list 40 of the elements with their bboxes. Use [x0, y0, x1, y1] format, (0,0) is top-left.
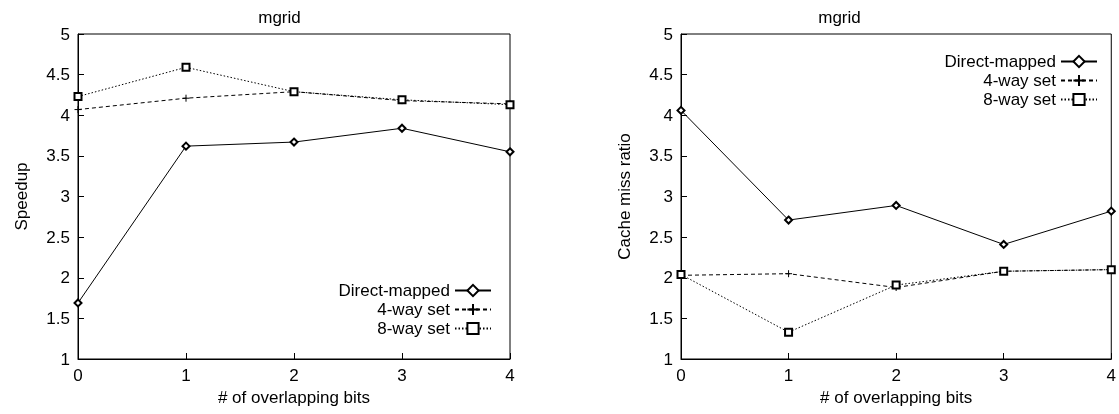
- legend-label: Direct-mapped: [338, 281, 450, 300]
- x-tick-label: 1: [783, 366, 794, 385]
- legend-label: 4-way set: [377, 300, 451, 319]
- y-tick-label: 5: [60, 24, 70, 44]
- x-tick-label: 2: [891, 366, 901, 385]
- y-axis-title: Speedup: [12, 162, 31, 231]
- x-axis-title: # of overlapping bits: [820, 388, 973, 407]
- x-tick-label: 3: [397, 366, 407, 385]
- y-tick-label: 4: [60, 105, 70, 125]
- y-tick-label: 2: [60, 268, 70, 288]
- x-axis-title: # of overlapping bits: [217, 388, 371, 407]
- x-tick-label: 0: [676, 366, 686, 385]
- y-tick-label: 5: [663, 24, 673, 44]
- chart-title: mgrid: [818, 8, 861, 27]
- legend-label: Direct-mapped: [944, 52, 1056, 71]
- y-tick-label: 1.5: [46, 308, 70, 328]
- y-tick-label: 2: [663, 268, 673, 288]
- y-tick-label: 1: [60, 349, 70, 369]
- y-axis-title: Cache miss ratio: [615, 133, 634, 260]
- x-tick-label: 2: [289, 366, 299, 385]
- y-tick-label: 4: [663, 105, 673, 125]
- legend-label: 8-way set: [983, 90, 1057, 109]
- x-tick-label: 3: [998, 366, 1009, 385]
- x-tick-label: 1: [181, 366, 191, 385]
- x-tick-label: 4: [1106, 366, 1117, 385]
- x-tick-label: 0: [73, 366, 83, 385]
- y-tick-label: 1: [663, 349, 673, 369]
- x-tick-label: 4: [505, 366, 515, 385]
- y-tick-label: 3.5: [649, 146, 673, 166]
- y-tick-label: 3.5: [46, 146, 70, 166]
- chart-title: mgrid: [258, 8, 301, 27]
- y-tick-label: 3: [60, 187, 70, 206]
- legend-label: 4-way set: [983, 71, 1057, 90]
- legend-label: 8-way set: [377, 319, 451, 338]
- y-tick-label: 4.5: [649, 65, 673, 85]
- y-tick-label: 2.5: [46, 227, 70, 247]
- y-tick-label: 3: [663, 187, 673, 206]
- y-tick-label: 2.5: [649, 227, 673, 247]
- y-tick-label: 1.5: [649, 308, 673, 328]
- y-tick-label: 4.5: [46, 65, 70, 85]
